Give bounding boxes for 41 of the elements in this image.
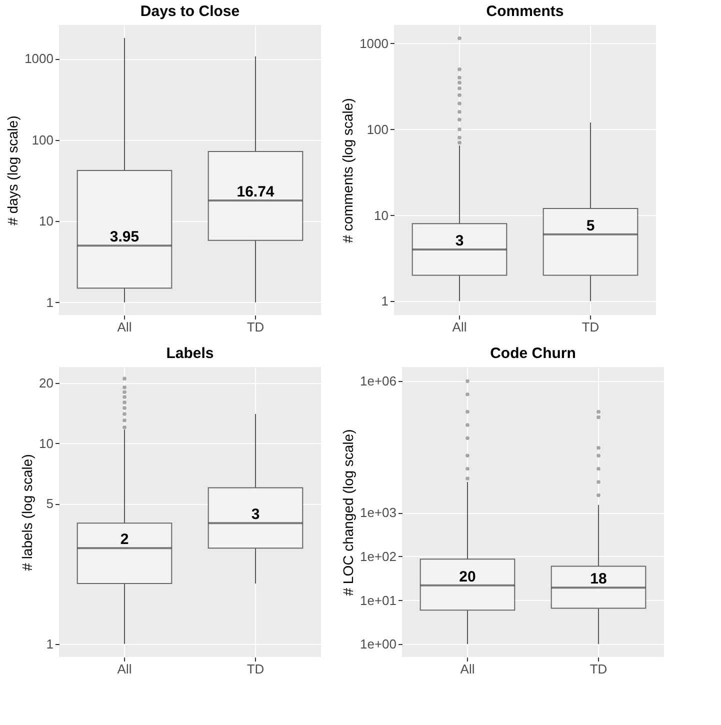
chart-title: Labels: [166, 345, 214, 362]
y-axis-title: # days (log scale): [4, 116, 21, 226]
y-tick-label: 1e+01: [360, 592, 396, 608]
x-tick-label: TD: [246, 320, 264, 334]
y-tick-label: 10: [39, 214, 54, 229]
y-tick-label: 1e+03: [360, 505, 396, 520]
y-tick-label: 20: [39, 375, 54, 390]
annotation: 20: [459, 568, 476, 586]
x-tick-label: All: [452, 320, 467, 334]
x-tick-label: All: [117, 662, 132, 676]
y-tick-label: 10: [39, 436, 54, 451]
annotation: 5: [586, 217, 595, 234]
annotation: 3: [455, 232, 464, 250]
y-tick-label: 1000: [360, 36, 388, 51]
y-tick-label: 5: [46, 496, 54, 512]
chart-title: Days to Close: [140, 3, 240, 20]
y-axis-title: # LOC changed (log scale): [340, 429, 356, 596]
annotation: 16.74: [236, 183, 275, 200]
y-axis-title: # labels (log scale): [19, 454, 36, 571]
y-tick-label: 1000: [24, 51, 54, 66]
y-tick-label: 100: [32, 132, 54, 148]
y-tick-label: 1e+02: [360, 548, 396, 564]
y-tick-label: 1e+00: [360, 636, 396, 652]
x-tick-label: All: [117, 320, 132, 334]
annotation: 3.95: [110, 228, 140, 246]
y-tick-label: 1: [381, 294, 388, 309]
x-tick-label: TD: [582, 320, 600, 334]
y-tick-label: 1e+06: [360, 374, 396, 389]
chart-title: Code Churn: [490, 345, 576, 362]
y-tick-label: 1: [46, 294, 54, 310]
y-tick-label: 1: [46, 636, 54, 652]
annotation: 2: [120, 531, 129, 548]
x-tick-label: All: [460, 662, 475, 676]
y-tick-label: 100: [366, 122, 388, 137]
x-tick-label: TD: [590, 662, 608, 676]
x-tick-label: TD: [246, 662, 264, 676]
annotation: 18: [590, 570, 607, 588]
chart-title: Comments: [486, 3, 564, 20]
annotation: 3: [251, 506, 260, 524]
y-axis-title: # comments (log scale): [340, 98, 356, 243]
y-tick-label: 10: [374, 208, 388, 223]
